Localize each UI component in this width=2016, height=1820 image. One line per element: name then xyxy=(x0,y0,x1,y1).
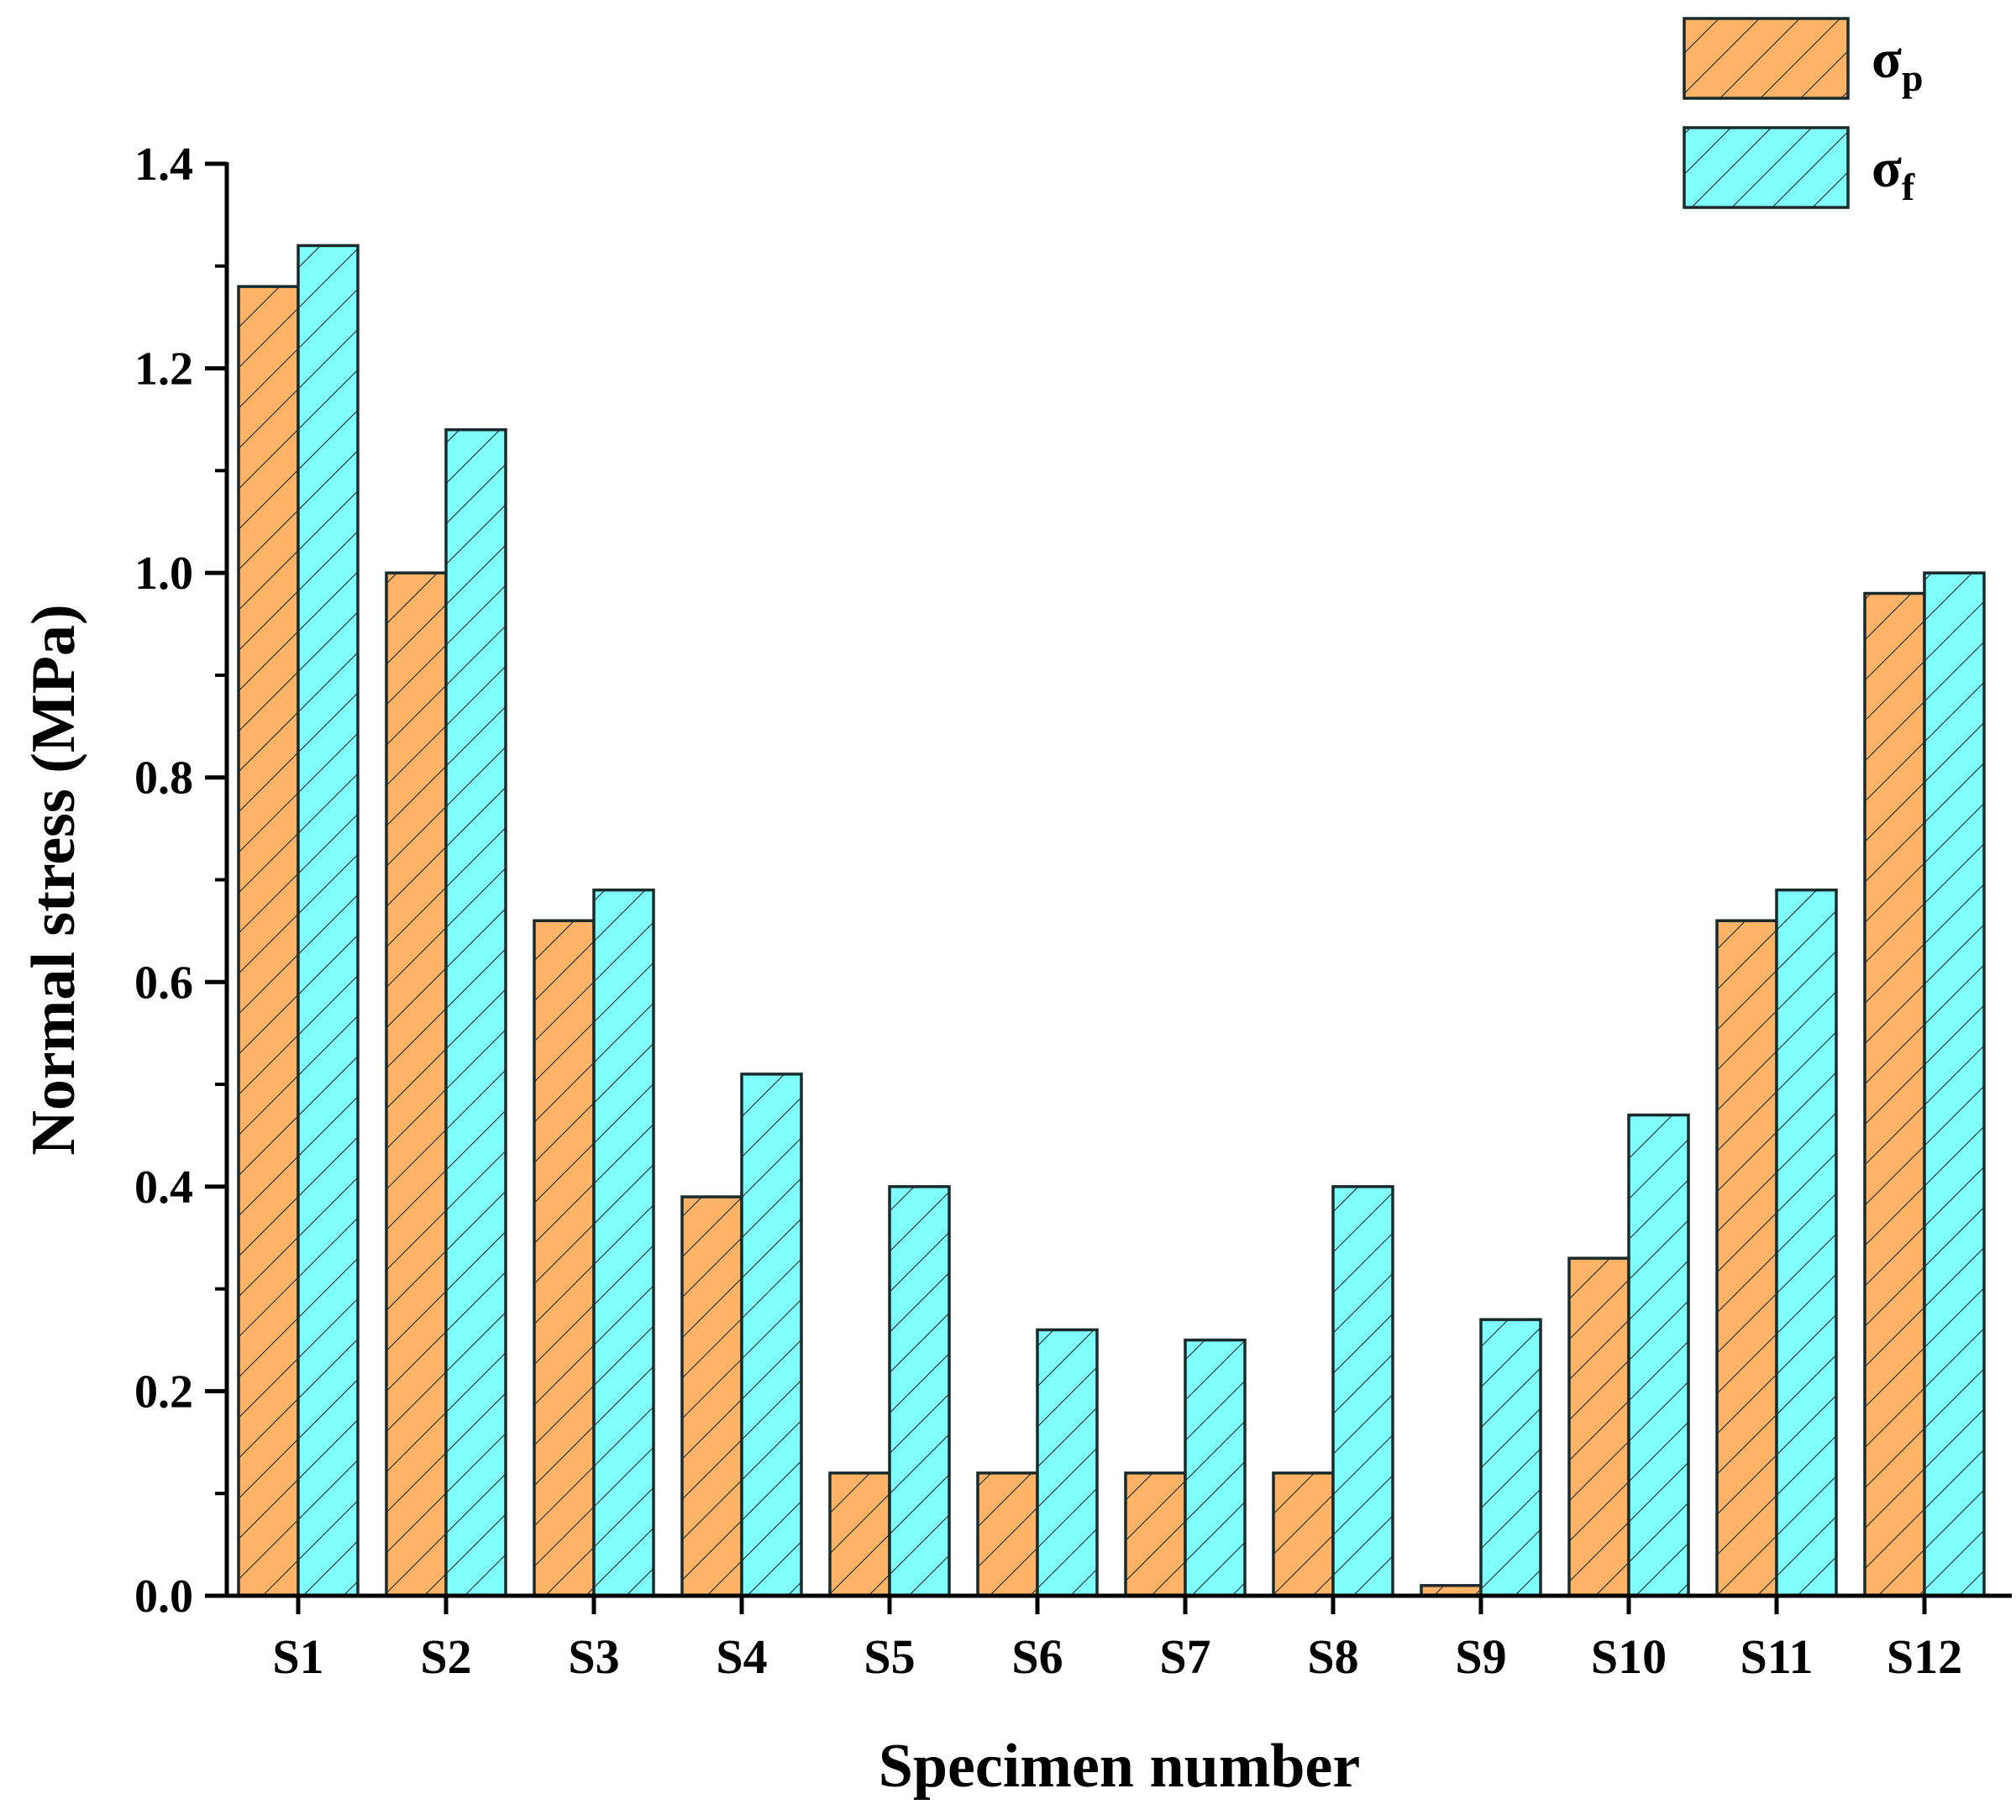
legend-swatch-hatch-p xyxy=(1683,17,1850,100)
legend-label-f: σf xyxy=(1872,138,1915,208)
bar-hatch-p-s11 xyxy=(1715,919,1778,1597)
bar-hatch-f-s1 xyxy=(297,244,360,1597)
bar-hatch-f-s12 xyxy=(1923,571,1986,1597)
bar-hatch-p-s4 xyxy=(680,1195,743,1597)
bar-hatch-p-s12 xyxy=(1863,591,1926,1597)
x-tick-label: S6 xyxy=(1011,1629,1063,1684)
x-tick-label: S3 xyxy=(568,1629,619,1684)
bar-hatch-f-s8 xyxy=(1331,1185,1394,1597)
x-tick-label: S8 xyxy=(1307,1629,1358,1684)
bar-hatch-p-s8 xyxy=(1272,1471,1335,1597)
bar-hatch-p-s6 xyxy=(976,1471,1039,1597)
bar-hatch-f-s2 xyxy=(444,427,507,1597)
y-tick-label: 0.0 xyxy=(134,1571,193,1623)
x-tick-label: S2 xyxy=(420,1629,471,1684)
x-tick-label: S1 xyxy=(272,1629,323,1684)
bar-hatch-p-s7 xyxy=(1124,1471,1187,1597)
x-tick-label: S4 xyxy=(716,1629,767,1684)
legend-swatch-hatch-f xyxy=(1683,126,1850,209)
y-tick-label: 1.2 xyxy=(134,344,193,396)
x-labels-group: S1 S2 S3 S4 S5 S6 S7 S8 S9 S10 S11 S12 xyxy=(272,1596,1962,1684)
bar-hatch-f-s6 xyxy=(1036,1328,1099,1597)
x-tick-label: S5 xyxy=(864,1629,915,1684)
x-tick-label: S12 xyxy=(1887,1629,1962,1684)
bar-hatch-p-s10 xyxy=(1567,1256,1630,1597)
bar-hatch-f-s5 xyxy=(888,1185,951,1597)
y-tick-label: 1.0 xyxy=(134,548,193,600)
x-axis-title: Specimen number xyxy=(879,1732,1361,1801)
x-tick-label: S10 xyxy=(1591,1629,1667,1684)
bar-hatch-f-s4 xyxy=(740,1073,803,1597)
x-tick-label: S11 xyxy=(1740,1629,1813,1684)
y-tick-label: 0.2 xyxy=(134,1366,193,1418)
bar-hatch-f-s7 xyxy=(1184,1338,1247,1597)
bar-hatch-p-s3 xyxy=(533,919,596,1597)
x-tick-label: S9 xyxy=(1455,1629,1506,1684)
bar-hatch-f-s11 xyxy=(1775,888,1838,1597)
bar-hatch-f-s9 xyxy=(1479,1318,1542,1597)
bar-hatch-p-s2 xyxy=(385,571,448,1597)
legend: σp σf xyxy=(1683,17,1924,209)
y-tick-label: 1.4 xyxy=(134,139,193,191)
bar-hatch-p-s1 xyxy=(237,285,300,1597)
legend-label-p: σp xyxy=(1872,29,1924,99)
y-tick-label: 0.6 xyxy=(134,957,193,1009)
bars-group xyxy=(237,244,1986,1597)
y-tick-label: 0.8 xyxy=(134,753,193,805)
bar-hatch-p-s5 xyxy=(828,1471,891,1597)
bar-hatch-f-s3 xyxy=(592,888,655,1597)
bar-hatch-f-s10 xyxy=(1627,1113,1690,1597)
y-tick-label: 0.4 xyxy=(134,1162,193,1214)
x-tick-label: S7 xyxy=(1159,1629,1210,1684)
y-ticks-group: 0.0 0.2 0.4 0.6 0.8 1.0 1.2 1.4 xyxy=(134,139,227,1623)
y-axis-title: Normal stress (MPa) xyxy=(19,604,88,1155)
